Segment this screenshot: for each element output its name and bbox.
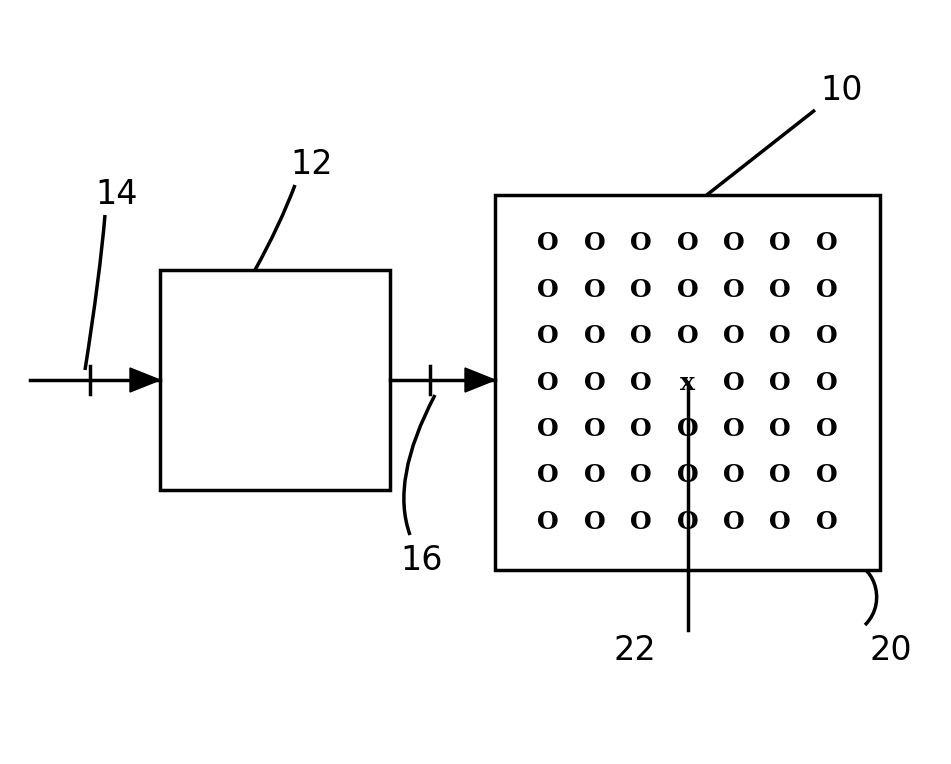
Text: O: O — [723, 463, 745, 487]
Text: 20: 20 — [870, 633, 913, 666]
Text: O: O — [816, 417, 838, 441]
Text: O: O — [723, 417, 745, 441]
Text: O: O — [676, 463, 698, 487]
Polygon shape — [465, 368, 495, 392]
Text: O: O — [676, 417, 698, 441]
Polygon shape — [130, 368, 160, 392]
Text: O: O — [631, 277, 652, 302]
Text: O: O — [631, 371, 652, 394]
Text: 14: 14 — [95, 179, 138, 212]
Text: O: O — [816, 231, 838, 255]
Text: O: O — [723, 510, 745, 534]
Text: O: O — [584, 463, 606, 487]
Text: O: O — [584, 371, 606, 394]
Text: O: O — [631, 231, 652, 255]
Text: O: O — [676, 324, 698, 348]
Text: O: O — [816, 277, 838, 302]
Text: O: O — [769, 463, 791, 487]
Text: 10: 10 — [820, 73, 863, 106]
Text: O: O — [537, 463, 559, 487]
Text: O: O — [769, 277, 791, 302]
Text: O: O — [631, 417, 652, 441]
Text: O: O — [537, 371, 559, 394]
Text: O: O — [723, 231, 745, 255]
Text: O: O — [676, 231, 698, 255]
Text: O: O — [816, 371, 838, 394]
Bar — [495, 195, 880, 570]
Text: O: O — [537, 231, 559, 255]
Text: O: O — [537, 417, 559, 441]
Text: O: O — [584, 510, 606, 534]
Text: O: O — [769, 324, 791, 348]
Text: O: O — [769, 417, 791, 441]
Text: O: O — [816, 510, 838, 534]
Text: O: O — [816, 463, 838, 487]
Text: O: O — [769, 371, 791, 394]
Text: O: O — [676, 277, 698, 302]
Text: 22: 22 — [613, 633, 656, 666]
Text: O: O — [584, 324, 606, 348]
Text: O: O — [676, 510, 698, 534]
Text: O: O — [631, 510, 652, 534]
Text: O: O — [723, 324, 745, 348]
Text: O: O — [584, 417, 606, 441]
Bar — [160, 270, 390, 490]
Text: O: O — [537, 277, 559, 302]
Text: O: O — [537, 324, 559, 348]
Text: O: O — [723, 277, 745, 302]
Text: O: O — [769, 510, 791, 534]
Text: O: O — [584, 277, 606, 302]
Text: O: O — [816, 324, 838, 348]
Text: O: O — [631, 324, 652, 348]
Text: O: O — [537, 510, 559, 534]
Text: 12: 12 — [290, 148, 333, 182]
Text: O: O — [631, 463, 652, 487]
Text: 16: 16 — [400, 543, 442, 577]
Text: O: O — [769, 231, 791, 255]
Text: O: O — [584, 231, 606, 255]
Text: O: O — [723, 371, 745, 394]
Text: x: x — [680, 371, 695, 394]
